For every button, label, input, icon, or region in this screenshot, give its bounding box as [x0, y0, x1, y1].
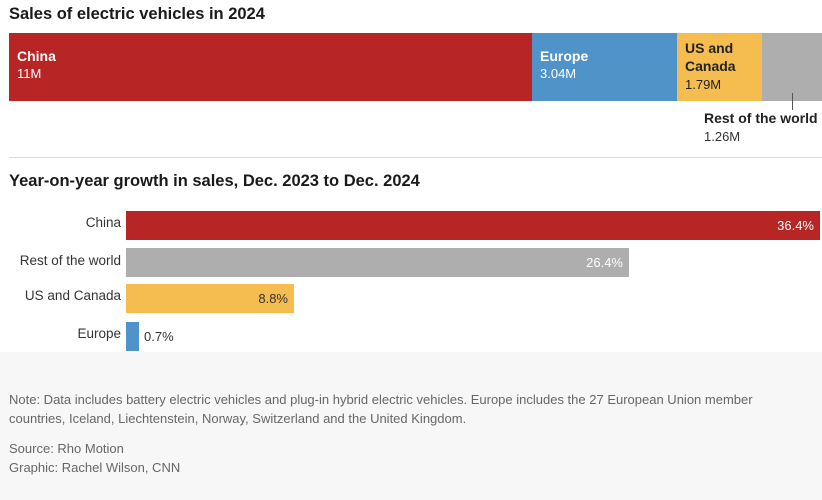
growth-value-rest-of-world: 26.4% — [586, 255, 623, 270]
growth-label-rest-of-world: Rest of the world — [19, 253, 121, 268]
sales-segment-value-us-canada: 1.79M — [685, 77, 722, 92]
sales-segment-us-canada: US and Canada 1.79M — [677, 33, 762, 101]
sales-stacked-bar: China 11M Europe 3.04M US and Canada 1.7… — [9, 33, 822, 101]
sales-chart-title: Sales of electric vehicles in 2024 — [9, 5, 265, 23]
sales-segment-rest-of-world — [762, 33, 822, 101]
growth-value-us-canada: 8.8% — [258, 291, 288, 306]
rest-of-world-callout-line — [792, 93, 793, 110]
source-credit: Source: Rho Motion — [9, 441, 124, 456]
footnote-line-2: countries, Iceland, Liechtenstein, Norwa… — [9, 411, 467, 426]
growth-bar-china — [126, 211, 820, 240]
rest-of-world-callout-label: Rest of the world — [704, 110, 818, 126]
sales-segment-label-us-canada-line1: US and — [685, 40, 734, 56]
footnote: Note: Data includes battery electric veh… — [9, 390, 822, 428]
sales-segment-china: China 11M — [9, 33, 532, 101]
growth-label-europe: Europe — [77, 326, 121, 341]
rest-of-world-callout-value: 1.26M — [704, 129, 741, 144]
sales-segment-label-europe: Europe — [540, 48, 589, 64]
growth-value-china: 36.4% — [777, 218, 814, 233]
sales-segment-label-china: China — [17, 48, 56, 64]
section-divider — [9, 157, 822, 158]
growth-bar-europe — [126, 322, 139, 351]
growth-label-china: China — [85, 215, 121, 230]
footnote-line-1: Note: Data includes battery electric veh… — [9, 392, 753, 407]
graphic-credit: Graphic: Rachel Wilson, CNN — [9, 460, 181, 475]
growth-bar-rest-of-world — [126, 248, 629, 277]
sales-segment-label-us-canada-line2: Canada — [685, 58, 736, 74]
growth-value-europe: 0.7% — [144, 329, 174, 344]
sales-segment-value-china: 11M — [17, 66, 42, 81]
growth-bar-us-canada — [126, 284, 294, 313]
growth-chart-title: Year-on-year growth in sales, Dec. 2023 … — [9, 172, 420, 190]
sales-segment-value-europe: 3.04M — [540, 66, 577, 81]
sales-segment-europe: Europe 3.04M — [532, 33, 677, 101]
growth-label-us-canada: US and Canada — [24, 288, 121, 303]
footer: Note: Data includes battery electric veh… — [0, 352, 822, 500]
